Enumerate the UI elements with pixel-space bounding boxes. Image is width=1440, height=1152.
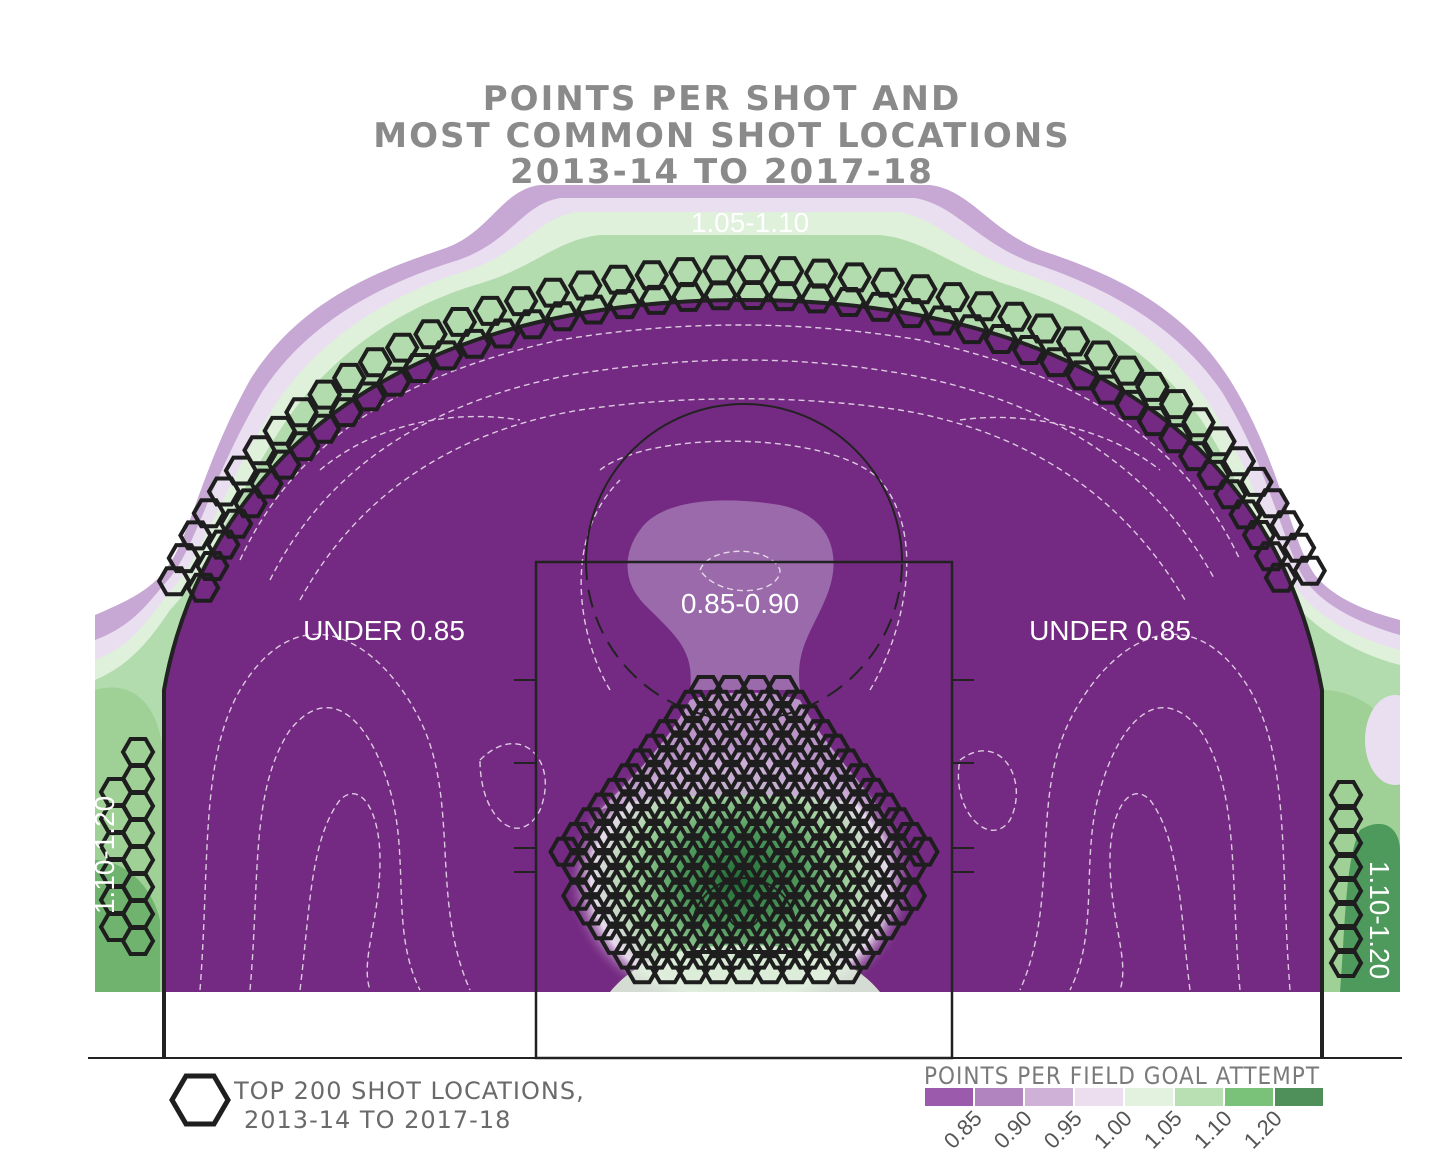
legend-tick-label: 1.00	[1089, 1106, 1137, 1152]
hex-legend-icon	[172, 1076, 228, 1124]
legend-swatch	[925, 1088, 973, 1106]
zone-label-right-mid: UNDER 0.85	[1029, 615, 1191, 646]
zone-label-left-mid: UNDER 0.85	[303, 615, 465, 646]
legend-tick-label: 0.95	[1039, 1106, 1087, 1152]
zone-label-left-corner: 1.10-1.20	[89, 796, 120, 914]
title-line-2: MOST COMMON SHOT LOCATIONS	[373, 116, 1071, 156]
legend-swatch	[1125, 1088, 1173, 1106]
hex-legend: TOP 200 SHOT LOCATIONS, 2013-14 TO 2017-…	[172, 1076, 585, 1134]
zone-label-right-corner: 1.10-1.20	[1364, 861, 1395, 979]
legend-swatch	[1225, 1088, 1273, 1106]
legend-title: POINTS PER FIELD GOAL ATTEMPT	[924, 1062, 1320, 1090]
legend-swatch	[975, 1088, 1023, 1106]
legend-tick-label: 0.85	[939, 1106, 987, 1152]
color-legend: POINTS PER FIELD GOAL ATTEMPT 0.85 0.90 0.…	[924, 1062, 1323, 1152]
legend-tick-label: 0.90	[989, 1106, 1037, 1152]
hex-legend-line-1: TOP 200 SHOT LOCATIONS,	[233, 1077, 585, 1105]
legend-swatch	[1025, 1088, 1073, 1106]
legend-swatch	[1175, 1088, 1223, 1106]
hex-legend-line-2: 2013-14 TO 2017-18	[244, 1106, 511, 1134]
legend-swatch	[1075, 1088, 1123, 1106]
legend-tick-label: 1.10	[1189, 1106, 1237, 1152]
chart-title: POINTS PER SHOT AND MOST COMMON SHOT LOC…	[373, 79, 1071, 192]
zone-label-top-three: 1.05-1.10	[691, 207, 809, 238]
title-line-1: POINTS PER SHOT AND	[483, 79, 961, 119]
legend-swatch	[1275, 1088, 1323, 1106]
band-right-pale-spot	[1365, 695, 1425, 785]
legend-tick-label: 1.20	[1239, 1106, 1287, 1152]
zone-label-lane-top: 0.85-0.90	[681, 588, 799, 619]
legend-tick-label: 1.05	[1139, 1106, 1187, 1152]
